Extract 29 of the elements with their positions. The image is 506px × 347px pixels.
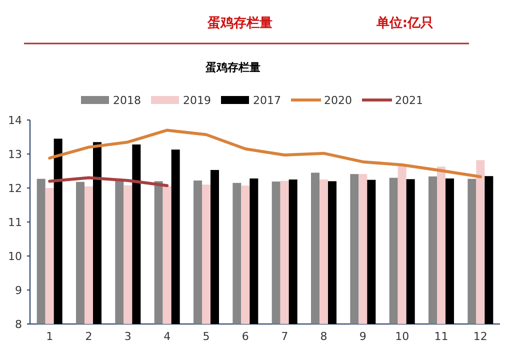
x-tick-label: 9	[359, 330, 366, 343]
y-tick-label: 8	[15, 318, 22, 331]
x-tick-label: 7	[281, 330, 288, 343]
x-tick-label: 4	[164, 330, 171, 343]
y-tick-label: 12	[8, 182, 22, 195]
legend-label: 2020	[324, 94, 352, 107]
y-tick-label: 13	[8, 148, 22, 161]
x-tick-label: 1	[46, 330, 54, 343]
x-tick-label: 3	[124, 330, 132, 343]
x-tick-label: 12	[473, 330, 488, 343]
line-series	[48, 176, 169, 188]
x-tick-label: 2	[85, 330, 92, 343]
text: 蛋鸡存栏量	[206, 16, 272, 31]
legend-label: 2018	[113, 94, 141, 107]
x-tick-label: 11	[434, 330, 448, 343]
text: 单位:亿只	[375, 15, 434, 31]
y-tick-label: 14	[8, 114, 22, 127]
legend-label: 2017	[253, 94, 281, 107]
x-tick-label: 8	[320, 330, 328, 343]
y-tick-label: 10	[8, 250, 22, 263]
x-tick-label: 6	[242, 330, 249, 343]
chart-title: 蛋鸡存栏量	[204, 61, 260, 74]
x-tick-label: 10	[395, 330, 410, 343]
legend-label: 2021	[395, 94, 423, 107]
line-series	[48, 128, 482, 178]
legend-label: 2019	[183, 94, 211, 107]
x-tick-label: 5	[202, 330, 210, 343]
y-tick-label: 9	[15, 284, 22, 297]
y-tick-label: 11	[8, 216, 22, 229]
